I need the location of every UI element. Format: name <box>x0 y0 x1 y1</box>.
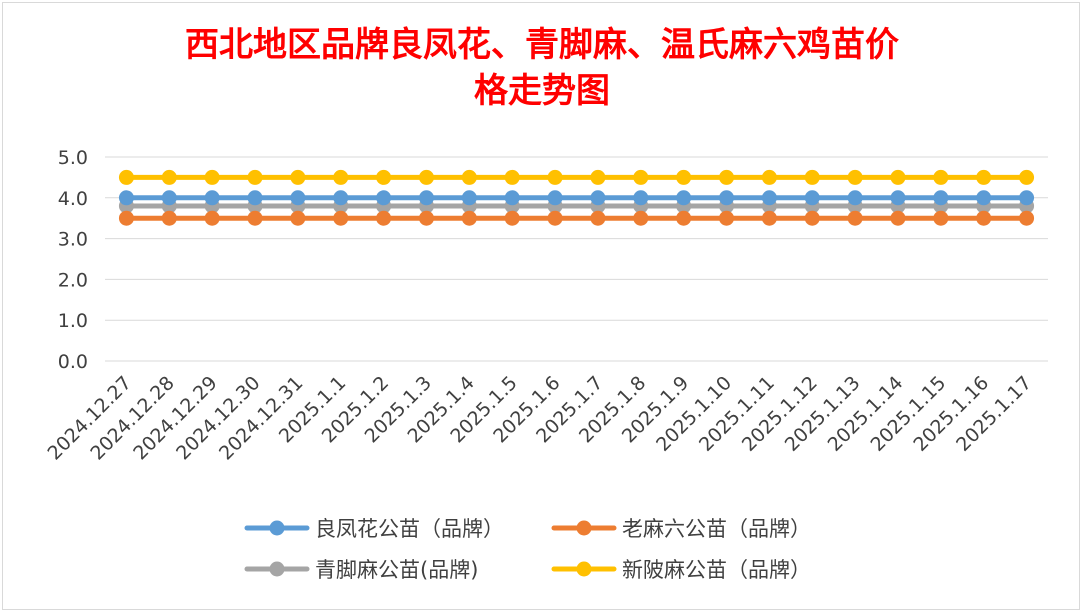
y-tick-label: 2.0 <box>58 269 88 291</box>
data-point <box>847 169 863 185</box>
data-point <box>504 169 520 185</box>
chart-title: 西北地区品牌良凤花、青脚麻、温氏麻六鸡苗价 格走势图 <box>0 22 1084 114</box>
data-point <box>204 210 220 226</box>
data-point <box>676 210 692 226</box>
data-point <box>461 190 477 206</box>
legend-swatch-marker <box>269 520 285 536</box>
data-point <box>247 190 263 206</box>
data-point <box>719 210 735 226</box>
x-axis-ticks: 2024.12.272024.12.282024.12.292024.12.30… <box>43 372 1036 464</box>
y-tick-label: 3.0 <box>58 229 88 251</box>
series-1 <box>118 210 1035 226</box>
data-point <box>333 169 349 185</box>
data-point <box>890 190 906 206</box>
data-point <box>761 190 777 206</box>
series-group <box>118 169 1035 226</box>
data-point <box>633 210 649 226</box>
data-point <box>976 169 992 185</box>
legend-label: 良凤花公苗（品牌） <box>315 517 504 541</box>
data-point <box>118 210 134 226</box>
legend-swatch-marker <box>576 520 592 536</box>
data-point <box>804 210 820 226</box>
data-point <box>761 210 777 226</box>
data-point <box>247 169 263 185</box>
data-point <box>504 190 520 206</box>
data-point <box>761 169 777 185</box>
y-tick-label: 5.0 <box>58 147 88 169</box>
data-point <box>1019 210 1035 226</box>
data-point <box>333 190 349 206</box>
data-point <box>161 210 177 226</box>
data-point <box>976 210 992 226</box>
data-point <box>161 190 177 206</box>
data-point <box>804 169 820 185</box>
legend-item: 青脚麻公苗(品牌) <box>244 558 478 582</box>
data-point <box>290 190 306 206</box>
legend-swatch-marker <box>269 561 285 577</box>
data-point <box>547 210 563 226</box>
data-point <box>719 190 735 206</box>
data-point <box>290 169 306 185</box>
chart-title-line-1: 西北地区品牌良凤花、青脚麻、温氏麻六鸡苗价 <box>185 25 899 65</box>
legend: 良凤花公苗（品牌） 老麻六公苗（品牌） 青脚麻公苗(品牌) 新陂麻公苗（品牌） <box>244 517 811 582</box>
data-point <box>933 210 949 226</box>
data-point <box>890 169 906 185</box>
data-point <box>376 190 392 206</box>
data-point <box>290 210 306 226</box>
data-point <box>161 169 177 185</box>
legend-item: 老麻六公苗（品牌） <box>551 517 811 541</box>
data-point <box>804 190 820 206</box>
data-point <box>418 190 434 206</box>
data-point <box>847 210 863 226</box>
series-0 <box>118 190 1035 206</box>
data-point <box>376 210 392 226</box>
data-point <box>1019 169 1035 185</box>
data-point <box>118 190 134 206</box>
data-point <box>247 210 263 226</box>
legend-label: 老麻六公苗（品牌） <box>622 517 811 541</box>
data-point <box>676 190 692 206</box>
y-axis-ticks: 0.0 1.0 2.0 3.0 4.0 5.0 <box>58 147 88 373</box>
series-3 <box>118 169 1035 185</box>
data-point <box>633 190 649 206</box>
data-point <box>719 169 735 185</box>
data-point <box>547 169 563 185</box>
data-point <box>418 169 434 185</box>
data-point <box>204 169 220 185</box>
legend-label: 青脚麻公苗(品牌) <box>315 558 478 582</box>
data-point <box>461 210 477 226</box>
data-point <box>933 190 949 206</box>
y-tick-label: 4.0 <box>58 188 88 210</box>
data-point <box>590 169 606 185</box>
data-point <box>333 210 349 226</box>
data-point <box>1019 190 1035 206</box>
y-tick-label: 0.0 <box>58 351 88 373</box>
data-point <box>933 169 949 185</box>
legend-swatch-marker <box>576 561 592 577</box>
data-point <box>847 190 863 206</box>
data-point <box>890 210 906 226</box>
data-point <box>376 169 392 185</box>
data-point <box>461 169 477 185</box>
data-point <box>676 169 692 185</box>
legend-item: 良凤花公苗（品牌） <box>244 517 504 541</box>
legend-label: 新陂麻公苗（品牌） <box>622 558 811 582</box>
data-point <box>976 190 992 206</box>
data-point <box>118 169 134 185</box>
data-point <box>590 210 606 226</box>
gridlines <box>105 156 1048 362</box>
data-point <box>590 190 606 206</box>
data-point <box>547 190 563 206</box>
data-point <box>204 190 220 206</box>
legend-item: 新陂麻公苗（品牌） <box>551 558 811 582</box>
data-point <box>504 210 520 226</box>
data-point <box>633 169 649 185</box>
y-tick-label: 1.0 <box>58 310 88 332</box>
chart-title-line-2: 格走势图 <box>474 71 610 111</box>
data-point <box>418 210 434 226</box>
